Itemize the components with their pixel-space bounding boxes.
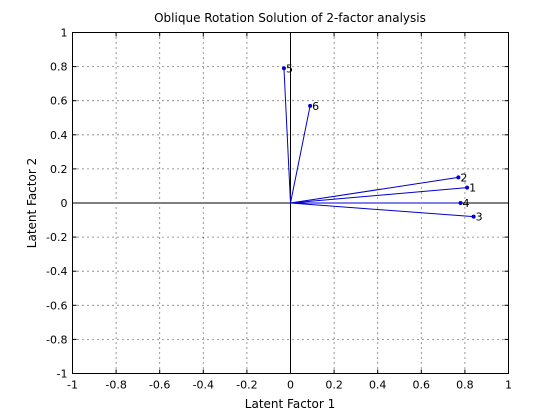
y-tick-labels: -1 -0.8 -0.6 -0.4 -0.2 0 0.2 0.4 0.6 0.8 1 bbox=[46, 27, 67, 381]
point-label-4: 4 bbox=[463, 197, 470, 210]
loading-vector-2 bbox=[290, 176, 459, 204]
y-tick-label: -0.8 bbox=[46, 333, 67, 346]
y-tick-label: 0.6 bbox=[50, 95, 68, 108]
x-axis-label: Latent Factor 1 bbox=[245, 397, 335, 411]
x-tick-label: 0 bbox=[287, 379, 294, 392]
point-label-1: 1 bbox=[469, 182, 476, 195]
y-tick-label: -0.2 bbox=[46, 231, 67, 244]
x-tick-labels: -1 -0.8 -0.6 -0.4 -0.2 0 0.2 0.4 0.6 0.8 1 bbox=[67, 379, 512, 392]
loading-point-6 bbox=[308, 103, 313, 108]
x-tick-label: 1 bbox=[505, 379, 512, 392]
plot-frame bbox=[72, 32, 509, 374]
y-tick-label: -1 bbox=[57, 368, 68, 381]
chart-title: Oblique Rotation Solution of 2-factor an… bbox=[154, 11, 426, 25]
point-label-2: 2 bbox=[460, 171, 467, 184]
loading-point-4 bbox=[458, 201, 463, 205]
x-tick-label: -0.4 bbox=[193, 379, 214, 392]
point-label-6: 6 bbox=[312, 100, 319, 113]
y-tick-label: 0.8 bbox=[50, 61, 68, 74]
y-tick-label: 0.2 bbox=[50, 163, 68, 176]
loading-point-5 bbox=[281, 66, 286, 71]
y-tick-label: 0 bbox=[61, 197, 68, 210]
x-tick-label: 0.2 bbox=[325, 379, 343, 392]
x-tick-label: 0.6 bbox=[413, 379, 431, 392]
point-label-5: 5 bbox=[286, 62, 293, 75]
loading-point-3 bbox=[471, 214, 476, 219]
loading-point-1 bbox=[465, 185, 470, 190]
loading-vector-6 bbox=[290, 105, 311, 204]
x-tick-label: -0.6 bbox=[149, 379, 170, 392]
loading-vector-5 bbox=[283, 68, 291, 204]
y-tick-label: 0.4 bbox=[50, 129, 68, 142]
loading-point-2 bbox=[456, 175, 461, 180]
x-tick-label: -0.8 bbox=[105, 379, 126, 392]
x-tick-label: 0.8 bbox=[456, 379, 474, 392]
y-tick-label: 1 bbox=[61, 27, 68, 40]
loading-vector-3 bbox=[290, 202, 474, 218]
point-label-3: 3 bbox=[476, 211, 483, 224]
x-tick-label: -1 bbox=[67, 379, 78, 392]
x-tick-label: -0.2 bbox=[236, 379, 257, 392]
loading-vector-1 bbox=[290, 187, 468, 204]
y-tick-label: -0.6 bbox=[46, 299, 67, 312]
y-tick-label: -0.4 bbox=[46, 265, 67, 278]
x-tick-label: 0.4 bbox=[369, 379, 387, 392]
y-axis-label: Latent Factor 2 bbox=[25, 158, 39, 248]
